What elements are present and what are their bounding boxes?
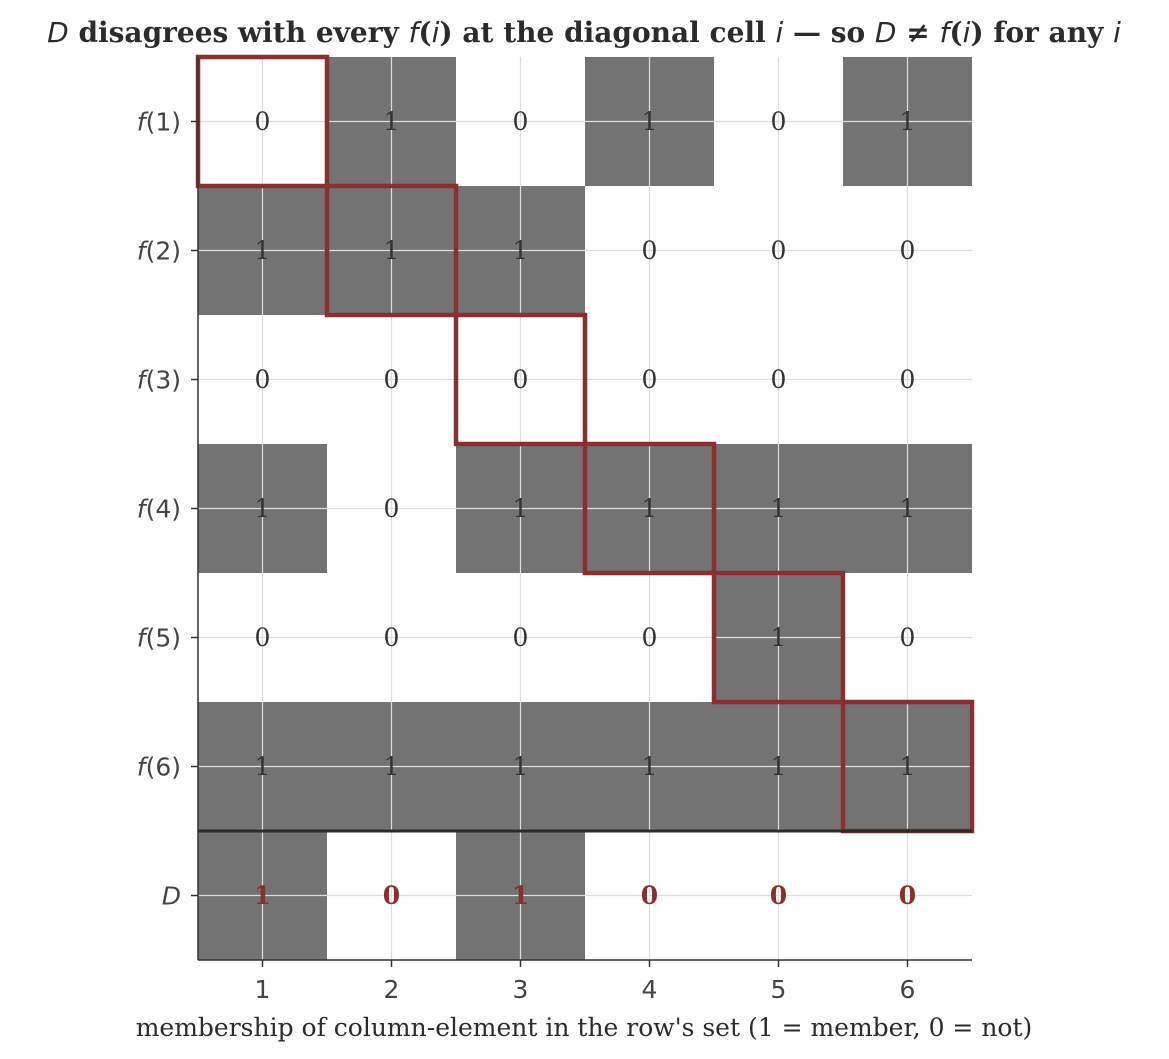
d-row-value-label: 0 [383,881,400,910]
x-tick-label: 1 [255,975,271,1004]
cell-value-label: 1 [642,107,658,136]
cell-value-label: 0 [513,365,529,394]
cell-value-label: 0 [255,365,271,394]
cell-value-label: 1 [642,494,658,523]
x-tick-label: 5 [771,975,787,1004]
cell-value-label: 1 [255,236,271,265]
cell-value-label: 0 [900,236,916,265]
cell-value-label: 1 [900,494,916,523]
chart-title: D disagrees with every f(i) at the diago… [47,16,1121,49]
y-tick-label: f(2) [137,236,181,265]
cell-value-label: 1 [900,107,916,136]
d-row-value-label: 1 [512,881,529,910]
cell-value-label: 0 [900,365,916,394]
cell-value-label: 0 [384,494,400,523]
cell-value-label: 1 [384,236,400,265]
y-tick-label: f(4) [137,494,181,523]
d-row-value-label: 0 [770,881,787,910]
y-tick-label: f(6) [137,752,181,781]
y-tick-label: f(3) [137,365,181,394]
cell-value-label: 0 [642,236,658,265]
cell-value-label: 1 [384,752,400,781]
plot-area: 0 1 0 1 0 1 1 1 1 0 0 0 0 0 0 0 0 0 1 0 1 1 1 1 0 0 0 0 1 0 1 1 1 1 1 1 1 0 1 0… [137,54,975,1004]
diagonal-highlight [582,441,717,576]
diagonal-highlight [711,570,846,705]
x-axis-label: membership of column-element in the row'… [136,1013,1033,1042]
y-tick-label: f(1) [137,107,181,136]
cell-value-label: 1 [513,236,529,265]
cell-value-label: 0 [771,107,787,136]
cell-value-label: 0 [255,623,271,652]
cell-value-label: 1 [900,752,916,781]
cell-value-label: 1 [513,752,529,781]
cell-value-label: 0 [642,623,658,652]
diagonal-highlight [453,312,588,447]
cell-value-label: 0 [513,623,529,652]
cell-value-label: 0 [642,365,658,394]
cell-value-label: 1 [384,107,400,136]
cell-value-label: 0 [513,107,529,136]
x-tick-label: 3 [513,975,529,1004]
cell-value-label: 0 [384,365,400,394]
x-tick-label: 2 [384,975,400,1004]
cell-value-label: 1 [771,752,787,781]
cell-value-label: 1 [255,752,271,781]
cell-value-label: 1 [642,752,658,781]
d-row-value-label: 0 [641,881,658,910]
cell-value-label: 1 [771,623,787,652]
d-row-value-label: 0 [899,881,916,910]
x-tick-label: 6 [900,975,916,1004]
cell-value-label: 1 [771,494,787,523]
d-row-value-label: 1 [254,881,271,910]
x-tick-label: 4 [642,975,658,1004]
y-tick-label: f(5) [137,623,181,652]
cell-value-label: 0 [384,623,400,652]
cell-value-label: 0 [771,365,787,394]
cell-value-label: 1 [513,494,529,523]
diagonal-highlight [324,183,459,318]
cell-value-label: 0 [255,107,271,136]
cell-value-label: 1 [255,494,271,523]
cell-value-label: 0 [771,236,787,265]
y-tick-label: D [162,881,181,910]
cell-value-label: 0 [900,623,916,652]
